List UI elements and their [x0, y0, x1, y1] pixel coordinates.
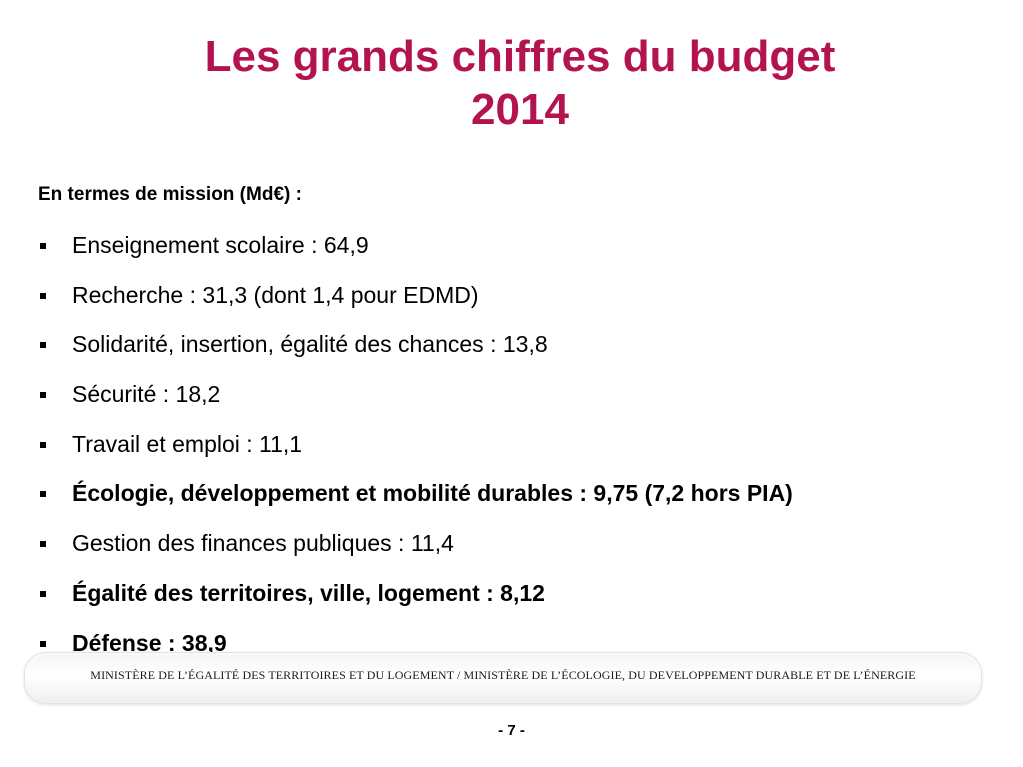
mission-subheading: En termes de mission (Md€) :	[38, 184, 302, 205]
mission-item: Recherche : 31,3 (dont 1,4 pour EDMD)	[0, 272, 1023, 322]
mission-item-text: Recherche : 31,3 (dont 1,4 pour EDMD)	[72, 281, 479, 308]
mission-item: Égalité des territoires, ville, logement…	[0, 570, 1023, 620]
mission-item-text: Enseignement scolaire : 64,9	[72, 232, 369, 258]
mission-item: Sécurité : 18,2	[0, 371, 1023, 421]
slide-title-line-2: 2014	[471, 85, 569, 134]
square-bullet-icon	[40, 441, 46, 448]
mission-item-text: Écologie, développement et mobilité dura…	[72, 480, 793, 507]
page-number: - 7 -	[498, 722, 525, 739]
mission-list: Enseignement scolaire : 64,9 Recherche :…	[0, 222, 1023, 669]
square-bullet-icon	[40, 392, 46, 399]
mission-item-text: Travail et emploi : 11,1	[72, 430, 303, 457]
mission-item-text: Égalité des territoires, ville, logement…	[72, 579, 545, 606]
mission-item: Défense : 38,9	[0, 620, 1023, 670]
square-bullet-icon	[40, 491, 46, 498]
mission-item: Solidarité, insertion, égalité des chanc…	[0, 321, 1023, 371]
square-bullet-icon	[40, 292, 46, 299]
mission-item-text: Gestion des finances publiques : 11,4	[72, 530, 454, 557]
ministry-footer-band: MINISTÈRE DE L’ÉGALITÉ DES TERRITOIRES E…	[24, 652, 982, 704]
mission-item: Travail et emploi : 11,1	[0, 421, 1023, 471]
ministry-footer-text: MINISTÈRE DE L’ÉGALITÉ DES TERRITOIRES E…	[90, 668, 916, 682]
slide-title-line-1: Les grands chiffres du budget	[204, 32, 836, 81]
square-bullet-icon	[40, 243, 46, 249]
mission-item-text: Défense : 38,9	[72, 629, 227, 656]
square-bullet-icon	[40, 590, 46, 597]
square-bullet-icon	[40, 541, 46, 548]
mission-item-text: Sécurité : 18,2	[72, 381, 221, 408]
mission-item: Enseignement scolaire : 64,9	[0, 222, 1023, 272]
mission-item-text: Solidarité, insertion, égalité des chanc…	[72, 331, 548, 358]
slide-title: Les grands chiffres du budget 2014	[60, 30, 980, 136]
mission-item: Gestion des finances publiques : 11,4	[0, 520, 1023, 570]
square-bullet-icon	[40, 640, 46, 647]
square-bullet-icon	[40, 342, 46, 349]
mission-item: Écologie, développement et mobilité dura…	[0, 470, 1023, 520]
